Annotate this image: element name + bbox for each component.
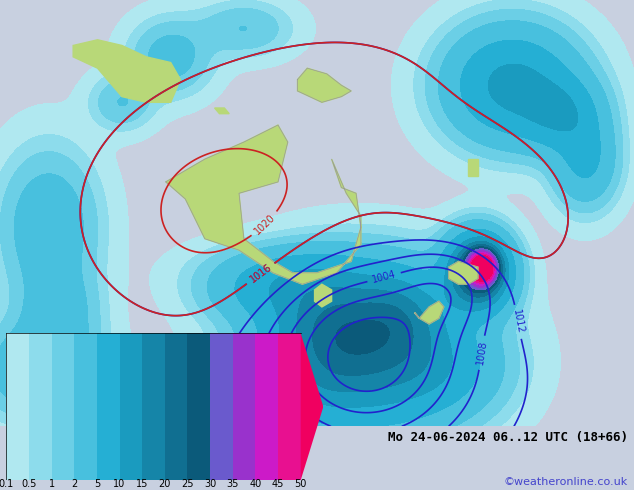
Text: 50: 50 xyxy=(295,479,307,489)
Bar xyxy=(256,333,278,480)
Text: 1: 1 xyxy=(49,479,55,489)
Text: 35: 35 xyxy=(226,479,239,489)
Polygon shape xyxy=(166,125,361,284)
Bar xyxy=(120,333,142,480)
Text: 15: 15 xyxy=(136,479,148,489)
Polygon shape xyxy=(301,333,323,480)
Polygon shape xyxy=(415,301,444,324)
Polygon shape xyxy=(468,159,478,176)
Text: 25: 25 xyxy=(181,479,194,489)
Text: 1020: 1020 xyxy=(252,212,277,236)
Bar xyxy=(74,333,97,480)
Text: Mo 24-06-2024 06..12 UTC (18+66): Mo 24-06-2024 06..12 UTC (18+66) xyxy=(387,431,628,444)
Text: 1004: 1004 xyxy=(371,270,398,285)
Text: 40: 40 xyxy=(249,479,262,489)
Bar xyxy=(233,333,256,480)
Text: 1008: 1008 xyxy=(475,340,488,366)
Text: 10: 10 xyxy=(113,479,126,489)
Text: 30: 30 xyxy=(204,479,216,489)
Text: 2: 2 xyxy=(71,479,77,489)
Bar xyxy=(97,333,120,480)
Text: 45: 45 xyxy=(272,479,284,489)
Text: 20: 20 xyxy=(158,479,171,489)
Polygon shape xyxy=(214,108,230,114)
Bar xyxy=(51,333,74,480)
Text: 0.5: 0.5 xyxy=(22,479,37,489)
Text: 1016: 1016 xyxy=(248,262,273,285)
Polygon shape xyxy=(314,284,332,307)
Polygon shape xyxy=(449,262,478,284)
Bar xyxy=(165,333,188,480)
Bar xyxy=(278,333,301,480)
Text: 1012: 1012 xyxy=(511,309,525,335)
Polygon shape xyxy=(73,40,181,102)
Bar xyxy=(29,333,51,480)
Text: 1016: 1016 xyxy=(248,262,273,285)
Bar xyxy=(6,333,29,480)
Text: 0.1: 0.1 xyxy=(0,479,14,489)
Polygon shape xyxy=(297,68,351,102)
Text: ©weatheronline.co.uk: ©weatheronline.co.uk xyxy=(503,477,628,487)
Bar xyxy=(210,333,233,480)
Bar xyxy=(188,333,210,480)
Text: 5: 5 xyxy=(94,479,100,489)
Text: Precipitation (6h) [mm] ECMWF: Precipitation (6h) [mm] ECMWF xyxy=(6,431,224,444)
Bar xyxy=(142,333,165,480)
